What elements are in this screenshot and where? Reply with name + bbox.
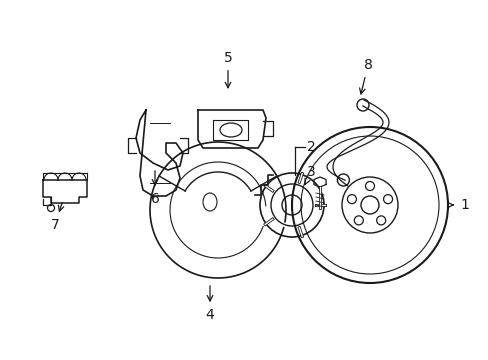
Text: 5: 5	[223, 51, 232, 88]
Text: 8: 8	[359, 58, 372, 94]
Text: 3: 3	[304, 165, 315, 185]
Text: 6: 6	[150, 171, 159, 206]
Text: 4: 4	[205, 286, 214, 322]
Text: 1: 1	[447, 198, 468, 212]
Text: 2: 2	[306, 140, 315, 154]
Text: 7: 7	[51, 203, 63, 232]
